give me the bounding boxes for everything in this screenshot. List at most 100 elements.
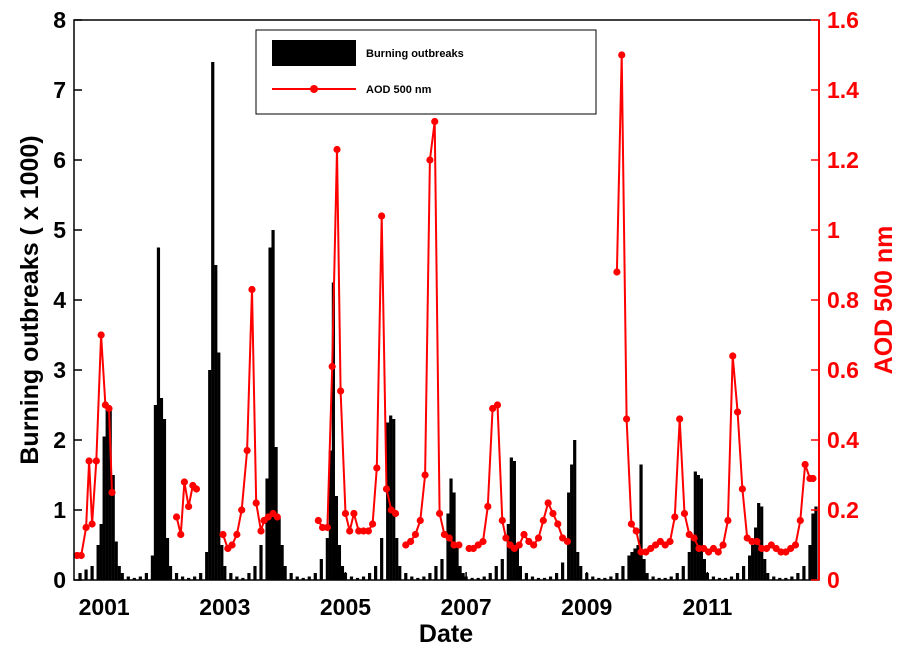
burning-bar — [693, 471, 697, 580]
burning-bar — [229, 573, 233, 580]
burning-bar — [802, 566, 806, 580]
aod-point — [714, 548, 722, 556]
aod-point — [445, 534, 453, 542]
burning-bar — [482, 576, 486, 580]
aod-point — [364, 527, 372, 535]
burning-bar — [515, 545, 519, 580]
burning-bar — [579, 566, 583, 580]
right-tick-label: 0.4 — [827, 427, 859, 453]
burning-bar — [349, 576, 354, 580]
burning-bar — [199, 573, 203, 580]
burning-bar — [808, 545, 812, 580]
burning-bar — [389, 415, 393, 580]
left-tick-label: 2 — [53, 427, 66, 453]
legend-label-bars: Burning outbreaks — [366, 48, 464, 60]
aod-point — [233, 530, 241, 539]
right-y-axis: 0 0.2 0.4 0.6 0.8 1 1.2 1.4 1.6 — [811, 7, 859, 593]
burning-bar — [208, 370, 212, 580]
burning-bar — [241, 577, 245, 580]
aod-point — [666, 537, 674, 546]
burning-bar — [392, 419, 396, 580]
burning-bar — [627, 555, 631, 580]
aod-point — [753, 537, 761, 546]
aod-point — [341, 509, 350, 518]
burning-bar — [117, 566, 121, 580]
aod-point — [416, 516, 424, 525]
aod-point — [539, 516, 547, 525]
aod-point — [801, 460, 809, 469]
burning-bar — [772, 576, 776, 580]
burning-bar — [494, 566, 498, 580]
aod-point — [719, 541, 727, 549]
aod-point — [498, 516, 506, 525]
left-tick-label: 1 — [53, 497, 66, 523]
burning-bar — [307, 576, 311, 580]
right-tick-label: 0.6 — [827, 357, 859, 383]
aod-point — [530, 541, 538, 549]
burning-bar — [111, 475, 115, 580]
burning-bar — [78, 573, 82, 580]
legend: Burning outbreaks AOD 500 nm — [255, 29, 597, 115]
burning-bar — [295, 576, 299, 580]
aod-point — [534, 534, 543, 542]
aod-point — [618, 51, 626, 59]
aod-line-segment — [615, 54, 813, 554]
burning-bar — [165, 538, 170, 580]
burning-bar — [416, 577, 420, 580]
burning-bar — [790, 576, 794, 580]
aod-point — [431, 117, 439, 126]
aod-point — [724, 516, 732, 525]
burning-bar — [645, 573, 649, 580]
burning-bar — [651, 576, 655, 580]
burning-bar — [162, 419, 167, 580]
aod-point — [455, 541, 463, 549]
aod-point — [373, 464, 381, 472]
burning-bar — [235, 576, 239, 580]
right-tick-label: 1.4 — [827, 77, 859, 103]
burning-bar — [687, 552, 691, 580]
aod-point — [809, 474, 817, 483]
burning-bar — [760, 506, 764, 580]
burning-bar — [132, 577, 136, 580]
aod-point — [378, 212, 386, 220]
burning-bar — [711, 576, 716, 580]
burning-bar — [319, 559, 323, 580]
aod-point — [627, 520, 635, 528]
burning-bar — [99, 524, 103, 580]
aod-point — [382, 485, 391, 493]
burning-bar — [386, 422, 390, 580]
burning-bar — [814, 506, 818, 580]
left-y-axis: 0 1 2 3 4 5 6 7 8 — [53, 7, 82, 593]
burning-bar — [518, 566, 522, 580]
burning-bar — [702, 559, 706, 580]
aod-point — [185, 502, 193, 511]
burning-bar — [530, 576, 535, 580]
burning-bar — [337, 545, 342, 580]
burning-bar — [488, 573, 492, 580]
aod-point — [729, 352, 737, 360]
x-tick-label: 2003 — [199, 594, 250, 620]
burning-bar — [621, 566, 625, 580]
burning-bar — [763, 559, 767, 580]
aod-point — [613, 268, 621, 276]
right-tick-label: 0.8 — [827, 287, 859, 313]
aod-point — [92, 457, 100, 465]
aod-point — [323, 523, 331, 532]
aod-point — [435, 509, 444, 518]
burning-bar — [524, 573, 529, 580]
x-tick-label: 2009 — [561, 594, 612, 620]
burning-bar — [313, 573, 317, 580]
aod-point — [791, 541, 800, 549]
burning-bar — [168, 566, 173, 580]
aod-point — [273, 513, 281, 521]
aod-point — [407, 537, 415, 546]
aod-point — [680, 509, 689, 518]
burning-bars — [78, 62, 818, 580]
aod-point — [257, 527, 265, 535]
burning-bar — [675, 573, 679, 580]
aod-point — [502, 534, 510, 542]
burning-bar — [452, 492, 456, 580]
aod-point — [346, 527, 354, 535]
burning-bar — [630, 552, 634, 580]
burning-bar — [193, 576, 197, 580]
